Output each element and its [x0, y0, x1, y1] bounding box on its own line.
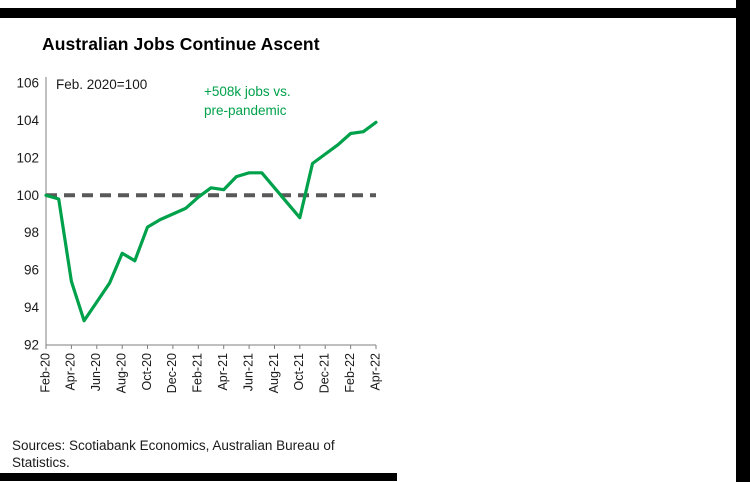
y-axis-tick-label: 102 [16, 150, 39, 165]
jobs-annotation-line2: pre-pandemic [204, 102, 287, 118]
x-axis-tick-label: Aug-21 [267, 353, 281, 393]
x-axis-tick-label: Apr-20 [64, 353, 78, 391]
right-border [736, 0, 750, 482]
top-border [0, 8, 750, 18]
chart-title: Australian Jobs Continue Ascent [42, 34, 320, 54]
x-axis-tick-label: Feb-22 [343, 353, 357, 393]
x-axis-tick-label: Feb-21 [191, 353, 205, 393]
chart-card: Australian Jobs Continue Ascent 92 94 96 98… [8, 34, 400, 422]
jobs-annotation: +508k jobs vs. pre-pandemic [204, 83, 291, 121]
y-axis-tick-label: 94 [24, 300, 40, 315]
x-axis-tick-label: Dec-21 [317, 353, 331, 393]
index-base-label: Feb. 2020=100 [56, 77, 148, 92]
x-axis-tick-label: Oct-21 [292, 353, 306, 391]
series-line [44, 120, 378, 323]
x-axis-tick-label: Jun-21 [241, 353, 255, 391]
x-axis-tick-label: Apr-22 [368, 353, 382, 391]
jobs-annotation-line1: +508k jobs vs. [204, 84, 291, 99]
plot-area: 92 94 96 98 100 102 104 106 Feb-20 Apr-20 Jun-20 Au… [8, 69, 400, 422]
x-axis-tick-label: Jun-20 [89, 353, 103, 391]
x-axis-tick-label: Oct-20 [140, 353, 154, 391]
x-axis-tick-label: Dec-20 [165, 353, 179, 393]
y-axis-tick-label: 106 [16, 76, 39, 91]
line-chart: 92 94 96 98 100 102 104 106 Feb-20 Apr-20 Jun-20 Au… [8, 69, 400, 422]
y-axis-tick-label: 98 [24, 225, 39, 240]
chart-svg: 92 94 96 98 100 102 104 106 Feb-20 Apr-20 Jun-20 Au… [16, 76, 382, 394]
x-axis-tick-label: Apr-21 [216, 353, 230, 391]
bottom-border [0, 473, 397, 481]
source-note: Sources: Scotiabank Economics, Australia… [12, 438, 335, 470]
y-axis-tick-label: 104 [16, 113, 39, 128]
y-axis-tick-label: 100 [16, 188, 39, 203]
x-axis-tick-label: Feb-20 [38, 353, 52, 393]
y-axis-tick-label: 96 [24, 263, 39, 278]
x-axis-tick-label: Aug-20 [114, 353, 128, 393]
y-axis-tick-label: 92 [24, 338, 39, 353]
